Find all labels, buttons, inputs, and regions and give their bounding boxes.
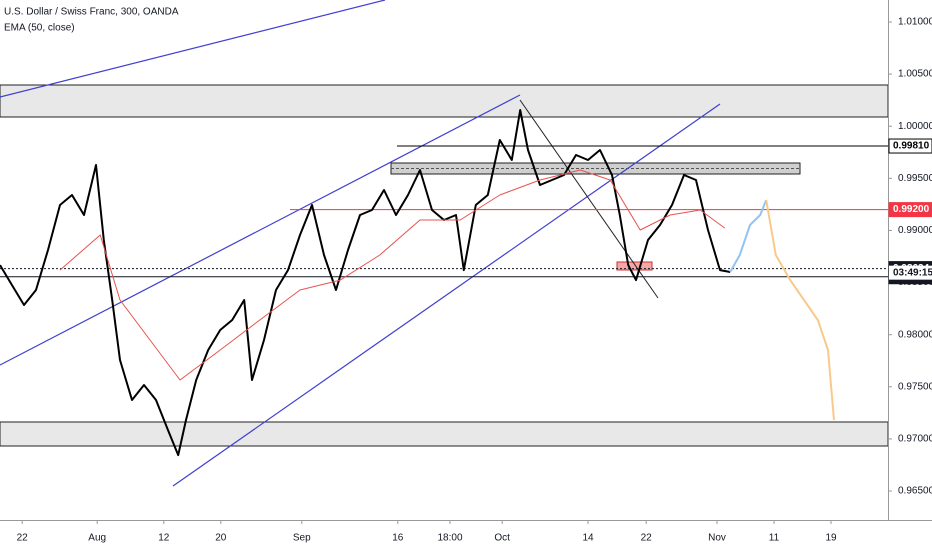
- indicator-legend: EMA (50, close): [4, 23, 75, 34]
- x-tick-label: Oct: [494, 533, 510, 544]
- countdown-tag: [889, 265, 932, 280]
- price-lines: [0, 145, 888, 278]
- x-tick-label: 22: [641, 533, 653, 544]
- x-tick-label: 14: [582, 533, 594, 544]
- y-tick-label: 0.96500: [898, 486, 932, 497]
- countdown: 03:49:15: [893, 267, 932, 278]
- chart-title: U.S. Dollar / Swiss Franc, 300, OANDA: [4, 7, 179, 18]
- price-tag-label: 0.99810: [893, 141, 930, 152]
- price-line: [59, 169, 726, 381]
- x-tick-label: 12: [158, 533, 170, 544]
- price-tag: [888, 138, 932, 154]
- trendline: [519, 99, 659, 299]
- x-tick-label: Nov: [708, 533, 726, 544]
- x-tick-label: Aug: [88, 533, 106, 544]
- x-tick-label: 18:00: [437, 533, 462, 544]
- x-tick-label: 16: [392, 533, 404, 544]
- x-tick-label: 11: [769, 533, 780, 544]
- price-tag: [888, 202, 932, 218]
- y-tick-label: 1.00500: [898, 69, 932, 80]
- price-line: [0, 109, 731, 457]
- y-tick-label: 0.97000: [898, 434, 932, 445]
- x-tick-label: Sep: [293, 533, 311, 544]
- price-tag-label: 0.99200: [893, 204, 930, 215]
- y-tick-label: 0.97500: [898, 381, 932, 392]
- y-tick-label: 0.99000: [898, 225, 932, 236]
- trendline: [172, 103, 721, 487]
- y-tick-label: 0.98000: [898, 329, 932, 340]
- price-line: [729, 199, 768, 273]
- zone: [616, 261, 653, 271]
- trendline: [0, 0, 386, 98]
- axis: 1.010001.005001.000000.995000.990000.985…: [17, 17, 932, 544]
- x-tick-label: 19: [825, 533, 837, 544]
- trendline: [0, 94, 521, 366]
- x-tick-label: 22: [17, 533, 29, 544]
- zone: [0, 84, 889, 118]
- y-tick-label: 0.99500: [898, 173, 932, 184]
- y-tick-label: 1.01000: [898, 17, 932, 28]
- plot: [0, 109, 835, 457]
- x-tick-label: 20: [215, 533, 227, 544]
- zone: [0, 421, 889, 447]
- y-tick-label: 1.00000: [898, 121, 932, 132]
- price-line: [765, 199, 835, 421]
- drawings: [0, 0, 889, 487]
